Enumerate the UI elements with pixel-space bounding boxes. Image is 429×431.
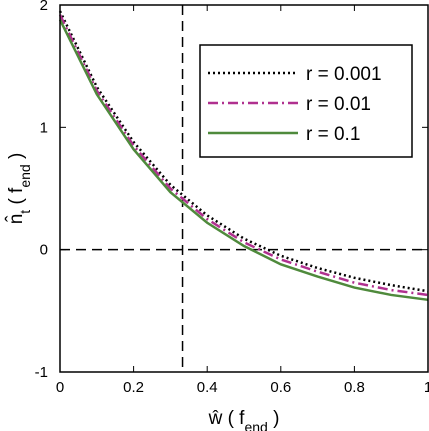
plot-frame xyxy=(59,4,429,373)
y-axis-label-part: t xyxy=(17,210,33,214)
x-tick-label: 0.8 xyxy=(344,379,365,396)
y-axis-label: n̂t ( fend ) xyxy=(5,153,33,225)
x-tick-label: 1 xyxy=(424,379,429,396)
legend-label: r = 0.01 xyxy=(306,94,371,115)
series-line xyxy=(58,14,429,297)
y-tick-label: 2 xyxy=(40,0,48,14)
series-line xyxy=(58,19,429,302)
y-axis-label-part: n̂ xyxy=(5,214,27,225)
x-axis-label: ŵ ( fend ) xyxy=(208,408,280,431)
y-axis-label-part: ) xyxy=(6,153,27,165)
y-axis-label-part: end xyxy=(17,164,33,187)
y-axis-label-part: ( f xyxy=(6,187,27,210)
x-tick-label: 0.2 xyxy=(123,379,144,396)
y-tick-label: 1 xyxy=(40,119,48,136)
legend-label: r = 0.1 xyxy=(306,124,360,145)
x-tick-label: 0.4 xyxy=(197,379,218,396)
x-tick-label: 0 xyxy=(56,379,64,396)
y-tick-label: -1 xyxy=(35,364,48,381)
legend-label: r = 0.001 xyxy=(306,64,382,85)
y-tick-label: 0 xyxy=(40,242,48,259)
x-axis-label-part: ŵ ( f xyxy=(208,408,246,429)
x-tick-label: 0.6 xyxy=(270,379,291,396)
legend-box xyxy=(199,44,413,158)
x-axis-label-part: end xyxy=(244,419,267,431)
x-axis-label-part: ) xyxy=(268,408,280,429)
